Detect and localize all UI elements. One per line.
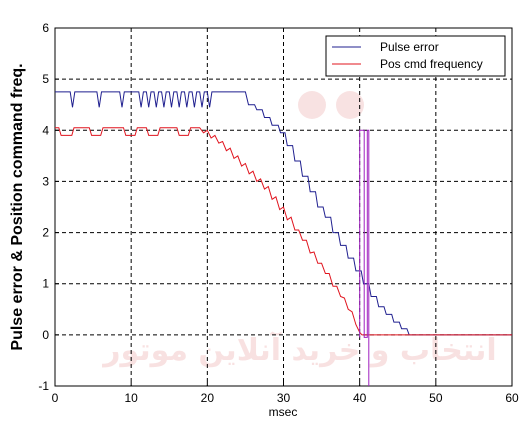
x-tick-label: 50 bbox=[429, 391, 443, 405]
x-tick-label: 40 bbox=[353, 391, 367, 405]
series-pos-cmd-frequency-line bbox=[55, 127, 512, 336]
legend: Pulse error Pos cmd frequency bbox=[325, 35, 506, 77]
y-tick-label: 6 bbox=[42, 21, 49, 35]
legend-label-pulse-error: Pulse error bbox=[380, 40, 439, 54]
y-tick-label: 5 bbox=[42, 72, 49, 86]
x-tick-label: 30 bbox=[277, 391, 291, 405]
watermark-text: انتخاب و خرید آنلاین موتور bbox=[101, 331, 496, 368]
x-tick-label: 20 bbox=[201, 391, 215, 405]
series-lines bbox=[55, 91, 512, 386]
x-tick-label: 10 bbox=[124, 391, 138, 405]
x-tick-labels: 0 10 20 30 40 50 60 bbox=[52, 391, 519, 405]
x-tick-label: 60 bbox=[505, 391, 519, 405]
x-axis-label: msec bbox=[269, 405, 298, 419]
x-tick-label: 0 bbox=[52, 391, 59, 405]
watermark: انتخاب و خرید آنلاین موتور bbox=[101, 91, 497, 368]
series-pulse-error-line bbox=[55, 91, 512, 336]
legend-label-pos-cmd-frequency: Pos cmd frequency bbox=[380, 57, 483, 71]
y-tick-label: 2 bbox=[42, 226, 49, 240]
y-tick-labels: -1 0 1 2 3 4 5 6 bbox=[38, 21, 49, 393]
legend-box bbox=[325, 35, 506, 77]
y-axis-label: Pulse error & Position command freq. bbox=[9, 63, 26, 350]
y-tick-label: 1 bbox=[42, 277, 49, 291]
y-tick-label: 4 bbox=[42, 123, 49, 137]
y-tick-label: 0 bbox=[42, 328, 49, 342]
series-marker-line bbox=[359, 129, 370, 386]
watermark-dot-right bbox=[336, 91, 364, 119]
y-tick-label: 3 bbox=[42, 174, 49, 188]
watermark-dot-left bbox=[298, 91, 326, 119]
y-tick-label: -1 bbox=[38, 379, 49, 393]
